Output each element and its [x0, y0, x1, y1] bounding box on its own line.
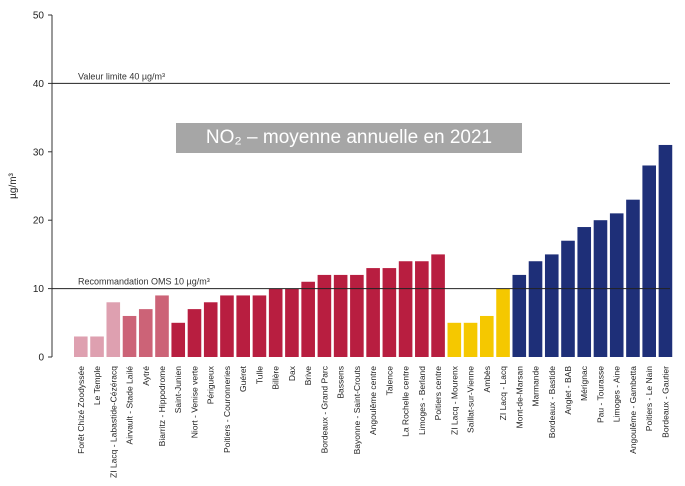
x-tick-label: Poitiers centre: [433, 366, 443, 421]
bar: [350, 274, 364, 357]
x-tick-label: Angoulême centre: [368, 366, 378, 435]
bar: [171, 322, 186, 357]
bar: [496, 288, 510, 357]
chart-title: NO₂ – moyenne annuelle en 2021: [176, 123, 522, 153]
bar: [268, 288, 283, 357]
bar: [301, 281, 315, 357]
bar: [561, 240, 575, 357]
x-tick-label: Mérignac: [579, 365, 589, 401]
y-tick-label: 0: [38, 353, 44, 364]
x-tick-label: Dax: [287, 365, 297, 381]
x-tick-label: ZI Lacq - Lacq: [498, 366, 508, 421]
x-tick-label: ZI Lacq - Mourenx: [449, 365, 459, 435]
bar: [252, 295, 267, 357]
x-tick-label: ZI Lacq - Labastide-Cézéracq: [108, 366, 118, 478]
bar: [122, 315, 137, 357]
x-tick-label: Aytré: [141, 366, 151, 386]
bar: [155, 295, 169, 357]
bar: [106, 302, 121, 357]
x-tick-label: Niort - Venise verte: [189, 366, 199, 439]
x-tick-label: La Rochelle centre: [401, 366, 411, 437]
x-tick-label: Guéret: [238, 365, 248, 392]
bar: [398, 261, 413, 357]
y-tick-label: 40: [33, 79, 45, 90]
x-tick-label: Angoulême - Gambetta: [628, 366, 638, 454]
bar: [544, 254, 559, 357]
x-tick-label: Mont-de-Marsan: [514, 366, 524, 429]
x-tick-label: Pau - Tourasse: [595, 366, 605, 423]
bar: [447, 322, 462, 357]
bar: [512, 274, 527, 357]
bar: [333, 274, 348, 357]
bar: [203, 302, 218, 357]
bar: [317, 274, 332, 357]
bar: [431, 254, 445, 357]
x-tick-label: Talence: [384, 366, 394, 396]
x-tick-label: Poitiers - Le Nain: [644, 366, 654, 431]
bar: [90, 336, 104, 357]
bar: [187, 309, 202, 357]
bar: [366, 268, 380, 357]
bar: [463, 322, 478, 357]
x-tick-label: Biarritz - Hippodrome: [157, 366, 167, 447]
x-tick-label: Saillat-sur-Vienne: [466, 366, 476, 433]
bar: [236, 295, 250, 357]
bar: [609, 213, 624, 357]
bar: [642, 165, 656, 357]
x-tick-label: Bordeaux - Grand Parc: [319, 365, 329, 453]
bar: [382, 268, 397, 357]
x-tick-label: Bordeaux - Bastide: [547, 366, 557, 439]
x-tick-label: Limoges - Aine: [612, 366, 622, 422]
x-tick-label: Bassens: [336, 366, 346, 399]
bar: [74, 336, 88, 357]
reference-line-label: Recommandation OMS 10 µg/m³: [78, 277, 210, 287]
x-tick-label: Bayonne - Saint-Crouts: [352, 366, 362, 454]
bar: [528, 261, 543, 357]
x-tick-label: Bordeaux - Gautier: [660, 366, 670, 438]
x-tick-label: Anglet - BAB: [563, 366, 573, 415]
x-tick-label: Marmande: [531, 366, 541, 407]
x-tick-label: Tulle: [254, 366, 264, 384]
bar: [658, 144, 673, 357]
bar: [415, 261, 429, 357]
bar: [577, 227, 592, 357]
x-tick-label: Brive: [303, 366, 313, 386]
bar: [285, 288, 299, 357]
x-tick-label: Billère: [271, 366, 281, 390]
x-tick-label: Périgueux: [206, 365, 216, 404]
x-tick-label: Airvault - Stade Lailé: [125, 366, 135, 445]
x-tick-label: Le Temple: [92, 366, 102, 405]
bar: [626, 199, 640, 357]
x-tick-label: Ambès: [482, 366, 492, 392]
y-tick-label: 20: [33, 216, 45, 227]
bar: [480, 315, 494, 357]
bar: [220, 295, 234, 357]
x-tick-label: Saint-Junien: [173, 366, 183, 414]
y-tick-label: 10: [33, 284, 45, 295]
x-tick-label: Poitiers - Couronneries: [222, 366, 232, 453]
reference-line-label: Valeur limite 40 µg/m³: [78, 71, 165, 81]
y-axis-label: µg/m³: [8, 172, 19, 198]
y-tick-label: 30: [33, 147, 45, 158]
bar: [138, 309, 153, 357]
x-tick-label: Limoges - Berland: [417, 366, 427, 435]
x-tick-label: Forêt Chizé Zoodyssée: [76, 366, 86, 454]
y-tick-label: 50: [33, 11, 45, 22]
